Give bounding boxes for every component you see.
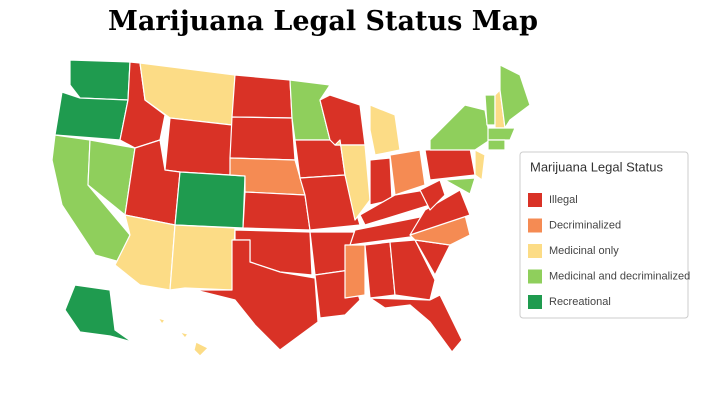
state bbox=[169, 224, 236, 291]
legend-title: Marijuana Legal Status bbox=[530, 159, 663, 174]
legend-label: Medicinal and decriminalized bbox=[549, 270, 690, 282]
state bbox=[474, 149, 486, 181]
state bbox=[487, 139, 506, 151]
state bbox=[64, 284, 133, 343]
state bbox=[389, 239, 436, 301]
state bbox=[54, 91, 129, 141]
state bbox=[369, 104, 401, 156]
map-title: Marijuana Legal Status Map bbox=[108, 6, 538, 37]
legend-box bbox=[519, 151, 689, 319]
state bbox=[484, 94, 496, 126]
state bbox=[429, 104, 491, 151]
legend-label: Medicinal only bbox=[549, 245, 619, 257]
legend: Marijuana Legal Status Illegal Decriminal… bbox=[519, 151, 690, 319]
legend-swatch bbox=[528, 269, 542, 284]
state bbox=[164, 117, 233, 176]
legend-swatch bbox=[528, 244, 542, 258]
state bbox=[419, 179, 446, 211]
legend-swatch bbox=[528, 193, 542, 207]
state bbox=[242, 191, 311, 231]
state bbox=[299, 174, 361, 231]
state bbox=[389, 149, 426, 196]
state bbox=[344, 244, 366, 299]
state bbox=[231, 74, 293, 119]
state bbox=[424, 147, 476, 181]
state bbox=[487, 127, 516, 141]
state bbox=[229, 116, 296, 161]
state bbox=[114, 214, 176, 291]
state bbox=[174, 171, 246, 229]
state bbox=[334, 139, 371, 221]
state bbox=[194, 239, 319, 351]
legend-label: Recreational bbox=[549, 296, 611, 308]
state bbox=[409, 189, 471, 236]
state bbox=[444, 177, 476, 195]
state bbox=[294, 139, 346, 179]
us-map bbox=[51, 59, 531, 357]
legend-swatch bbox=[528, 218, 542, 233]
legend-label: Illegal bbox=[549, 194, 578, 206]
legend-items: Illegal Decriminalized Medicinal only Medic… bbox=[528, 193, 690, 309]
state bbox=[69, 59, 131, 101]
state bbox=[369, 294, 463, 353]
state bbox=[157, 317, 166, 325]
state bbox=[193, 341, 209, 357]
state bbox=[179, 331, 189, 339]
state bbox=[499, 64, 531, 129]
legend-swatch bbox=[528, 295, 542, 309]
legend-label: Decriminalized bbox=[549, 219, 621, 231]
